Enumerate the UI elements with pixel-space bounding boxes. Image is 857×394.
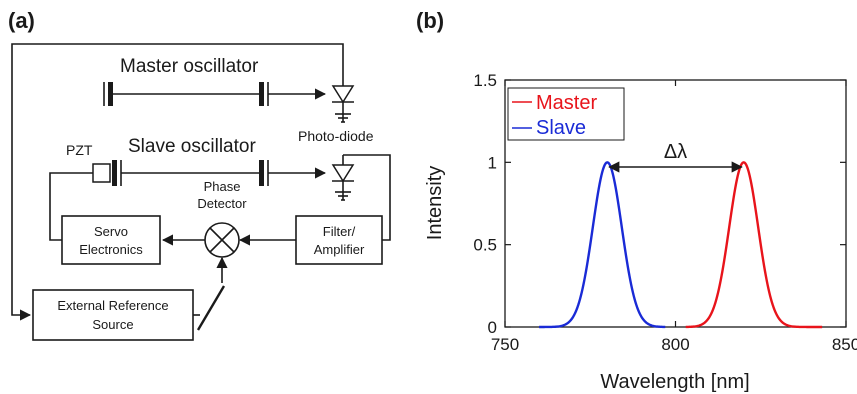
slave-photodiode: Photo-diode [298, 128, 391, 241]
x-tick-label: 850 [832, 335, 857, 354]
tick-layer: 750 800 850 0 0.5 1 1.5 [473, 71, 857, 354]
pzt-label: PZT [66, 142, 93, 158]
legend-label-master: Master [536, 92, 597, 114]
master-oscillator-label: Master oscillator [120, 56, 259, 77]
panel-a-label: (a) [8, 8, 35, 33]
series-line-slave [538, 161, 666, 329]
servo-box [61, 215, 161, 265]
master-mirror-right [259, 82, 264, 106]
y-tick-label: 0.5 [473, 236, 497, 255]
mixer-cross-2 [209, 227, 235, 253]
servo-label-1: Servo [94, 224, 128, 239]
filter-amplifier: Filter/ Amplifier [295, 215, 383, 265]
photo-diode-label: Photo-diode [298, 128, 374, 144]
panel-b: (b) 750 800 850 0 0.5 1 1.5 Master Slave Δλ Wa… [416, 8, 857, 393]
delta-lambda-label: Δλ [664, 141, 687, 163]
slave-mirror-left [112, 160, 117, 186]
phase-detector: Phase Detector [197, 179, 247, 258]
y-tick-label: 0 [488, 318, 497, 337]
external-reference-source: External Reference Source [32, 289, 194, 341]
spectrum-plot: 750 800 850 0 0.5 1 1.5 Master Slave Δλ Wavele… [424, 71, 857, 393]
legend: Master Slave [507, 87, 625, 141]
master-diode-triangle [331, 85, 355, 104]
ext-ref-box [32, 289, 194, 341]
pd-to-filter-wire [343, 154, 391, 241]
legend-label-slave: Slave [536, 117, 586, 139]
master-oscillator: Master oscillator [103, 56, 327, 106]
filter-label-1: Filter/ [323, 224, 356, 239]
servo-electronics: Servo Electronics [61, 215, 161, 265]
servo-to-pzt-wire [49, 172, 93, 241]
phase-detector-label-1: Phase [204, 179, 241, 194]
slave-diode-triangle [331, 164, 355, 183]
y-tick-label: 1 [488, 153, 497, 172]
master-feedback-wire [11, 43, 344, 321]
filter-label-2: Amplifier [314, 242, 365, 257]
legend-box [507, 87, 625, 141]
pzt-block [92, 163, 111, 183]
x-axis-title: Wavelength [nm] [600, 371, 749, 393]
y-tick-label: 1.5 [473, 71, 497, 90]
slave-oscillator-label: Slave oscillator [128, 136, 256, 157]
x-tick-label: 800 [661, 335, 689, 354]
panel-b-label: (b) [416, 8, 444, 33]
phase-detector-label-2: Detector [197, 196, 247, 211]
ext-ref-label-1: External Reference [57, 298, 168, 313]
slave-mirror-right [259, 160, 264, 186]
ext-ref-label-2: Source [92, 317, 133, 332]
x-tick-label: 750 [491, 335, 519, 354]
switch-lever [196, 285, 226, 331]
master-mirror-left [108, 82, 113, 106]
filter-box [295, 215, 383, 265]
series-layer [538, 161, 823, 329]
panel-a: (a) Master oscillator Slave oscillator P… [8, 8, 391, 341]
master-photodiode [331, 70, 355, 123]
y-axis-title: Intensity [424, 166, 446, 240]
series-line-master [685, 161, 823, 329]
servo-label-2: Electronics [79, 242, 143, 257]
slave-oscillator: Slave oscillator PZT [66, 136, 327, 186]
